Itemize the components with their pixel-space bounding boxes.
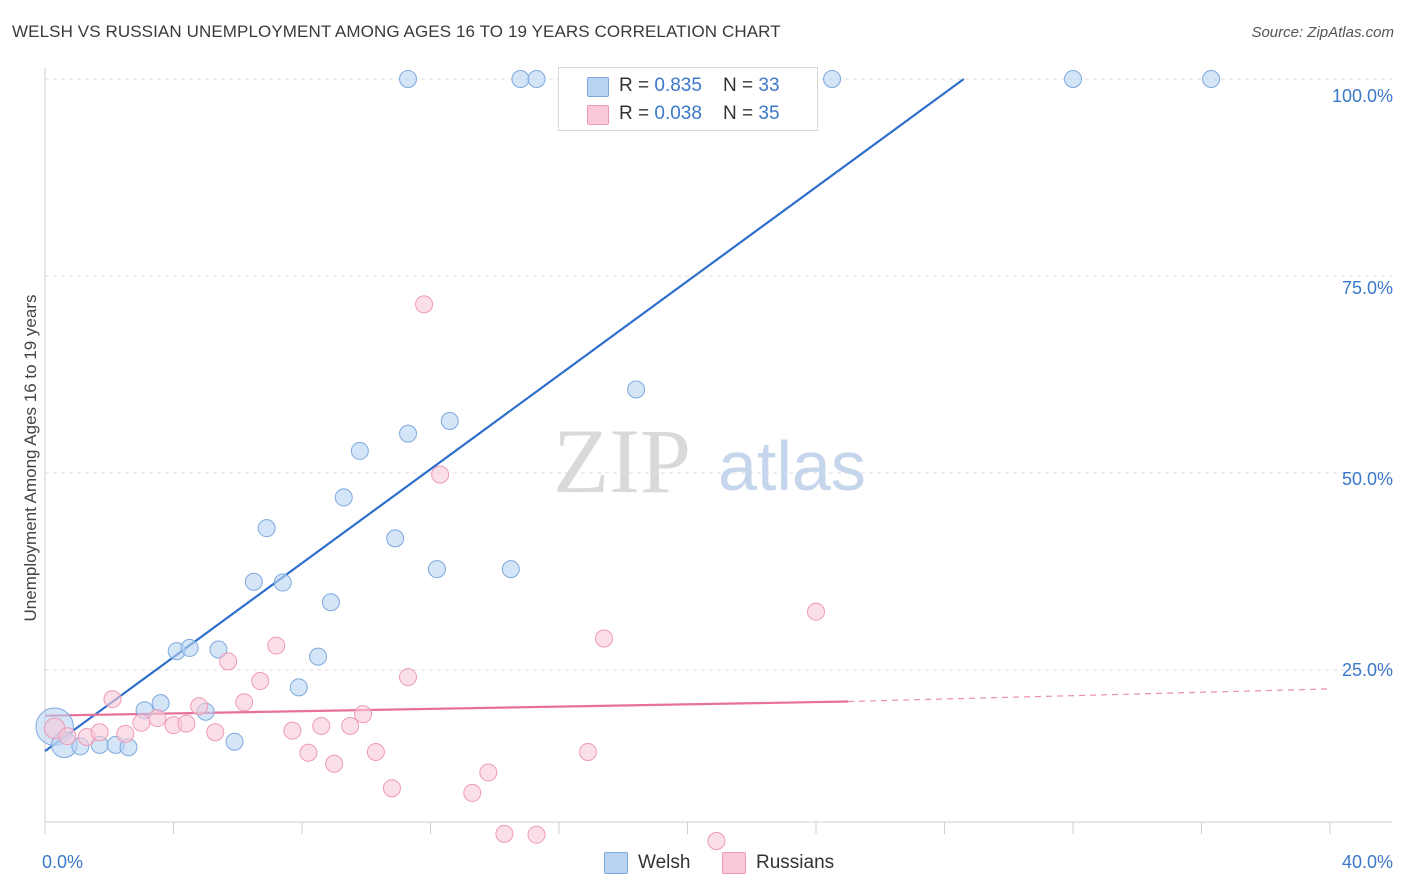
russians-point <box>312 716 331 735</box>
welsh-point <box>180 638 199 657</box>
data-points <box>35 70 1221 850</box>
legend-row-russians: R = 0.038 N = 35 <box>587 102 780 126</box>
russians-point <box>495 824 514 843</box>
correlation-legend: R = 0.835 N = 33 R = 0.038 N = 35 <box>558 67 818 131</box>
russians-point <box>594 629 613 648</box>
welsh-point <box>399 70 418 88</box>
watermark-zip: ZIP <box>553 410 691 512</box>
chart-title: WELSH VS RUSSIAN UNEMPLOYMENT AMONG AGES… <box>12 22 781 41</box>
welsh-point <box>823 70 842 88</box>
russians-point <box>148 709 167 728</box>
welsh-point <box>209 640 228 659</box>
russians-point <box>58 727 77 746</box>
russians-point <box>219 652 238 671</box>
russians-point <box>431 465 450 484</box>
russians-point <box>90 723 109 742</box>
welsh-point <box>225 732 244 751</box>
watermark-atlas: atlas <box>718 427 866 505</box>
welsh-point <box>321 593 340 612</box>
legend-russians-n-label: N = <box>723 103 759 124</box>
russians-point <box>190 697 209 716</box>
russians-point <box>325 754 344 773</box>
welsh-point <box>334 488 353 507</box>
legend-welsh-n-value: 33 <box>758 75 780 96</box>
source-label: Source: ZipAtlas.com <box>1251 24 1394 41</box>
welsh-point <box>427 560 446 579</box>
russians-point <box>103 690 122 709</box>
bottom-legend-label-russians: Russians <box>756 852 835 873</box>
russians-point <box>807 602 825 621</box>
russians-trendline-extension <box>848 688 1331 703</box>
trendlines <box>44 78 1331 753</box>
legend-welsh-n-label: N = <box>723 75 759 96</box>
russians-point <box>283 721 302 740</box>
welsh-point <box>350 441 369 460</box>
welsh-point <box>527 70 546 88</box>
legend-swatch-welsh <box>587 77 609 97</box>
y-tick-100: 100.0% <box>1331 86 1393 106</box>
russians-point <box>463 783 482 802</box>
russians-point <box>267 636 286 655</box>
welsh-point <box>399 424 418 443</box>
welsh-trendline <box>44 78 965 753</box>
welsh-point <box>1064 70 1082 88</box>
welsh-point <box>386 529 405 548</box>
russians-point <box>206 723 225 742</box>
russians-point <box>235 693 254 712</box>
welsh-point <box>273 573 292 592</box>
russians-point <box>116 724 135 743</box>
russians-point <box>132 713 151 732</box>
legend-russians-r-value: 0.038 <box>654 103 702 124</box>
bottom-legend-swatch-russians <box>722 852 746 874</box>
welsh-point <box>289 678 308 697</box>
bottom-legend-welsh: Welsh <box>604 852 690 874</box>
russians-point <box>399 668 418 687</box>
welsh-point <box>1202 70 1221 88</box>
russians-point <box>382 779 401 798</box>
legend-welsh-r-value: 0.835 <box>654 75 702 96</box>
y-tick-50: 50.0% <box>1341 469 1393 489</box>
russians-point <box>707 831 726 850</box>
bottom-legend-swatch-welsh <box>604 852 628 874</box>
legend-row-welsh: R = 0.835 N = 33 <box>587 74 780 98</box>
x-tick-40: 40.0% <box>1341 852 1393 872</box>
y-axis-label: Unemployment Among Ages 16 to 19 years <box>21 294 40 622</box>
y-tick-25: 25.0% <box>1341 660 1393 680</box>
welsh-point <box>151 694 170 713</box>
bottom-legend-russians: Russians <box>722 852 834 874</box>
welsh-point <box>440 411 459 430</box>
legend-russians-n-value: 35 <box>758 103 780 124</box>
axes <box>44 68 1392 834</box>
russians-point <box>341 716 360 735</box>
legend-welsh-r-label: R = <box>619 75 655 96</box>
y-tick-75: 75.0% <box>1341 278 1393 298</box>
russians-point <box>366 742 385 761</box>
russians-point <box>251 672 270 691</box>
russians-point <box>527 825 546 844</box>
russians-point <box>299 743 318 762</box>
russians-point <box>415 295 434 314</box>
welsh-point <box>244 572 263 591</box>
welsh-point <box>257 519 276 538</box>
russians-point <box>177 714 196 733</box>
russians-point <box>578 742 597 761</box>
bottom-legend-label-welsh: Welsh <box>638 852 691 873</box>
welsh-point <box>511 70 530 88</box>
russians-point <box>354 705 373 724</box>
russians-point <box>479 763 498 782</box>
welsh-point <box>501 560 520 579</box>
russians-trendline <box>44 700 849 717</box>
legend-swatch-russians <box>587 105 609 125</box>
x-tick-0: 0.0% <box>42 852 84 872</box>
legend-russians-r-label: R = <box>619 103 655 124</box>
welsh-point <box>309 647 328 666</box>
watermark: ZIP atlas <box>553 410 866 512</box>
welsh-point <box>627 380 646 399</box>
